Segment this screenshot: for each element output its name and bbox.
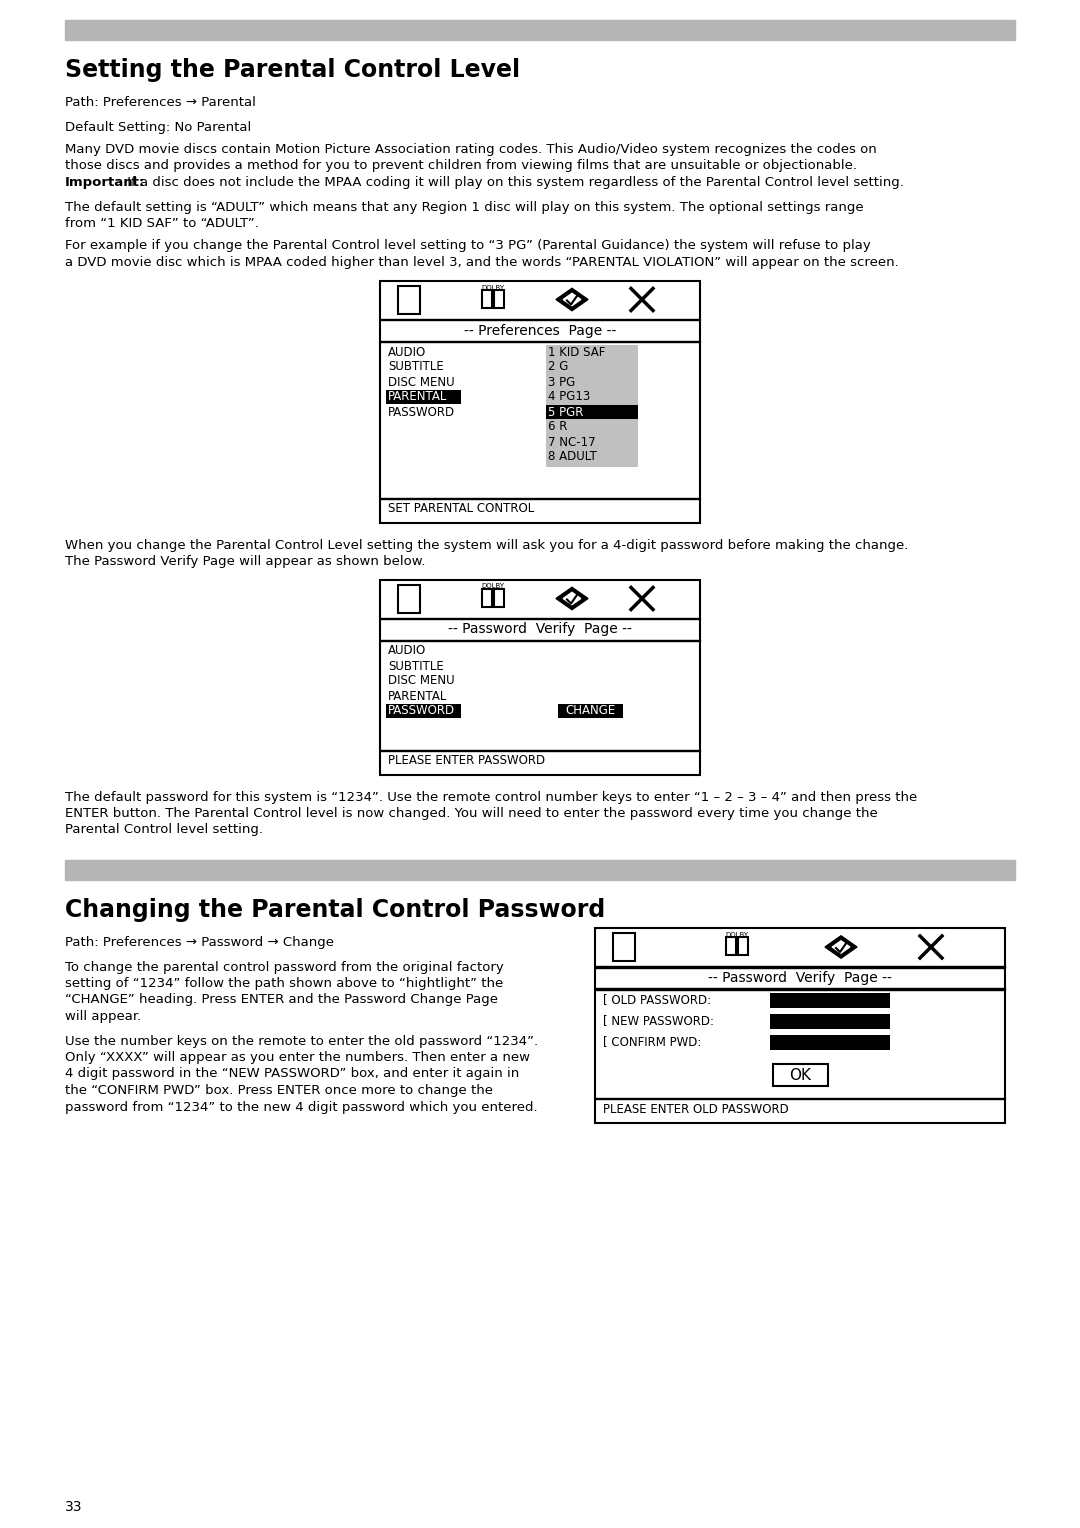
- Text: AUDIO: AUDIO: [388, 345, 427, 359]
- Polygon shape: [556, 587, 588, 610]
- Bar: [613, 934, 635, 961]
- Text: a DVD movie disc which is MPAA coded higher than level 3, and the words “PARENTA: a DVD movie disc which is MPAA coded hig…: [65, 257, 899, 269]
- Text: For example if you change the Parental Control level setting to “3 PG” (Parental: For example if you change the Parental C…: [65, 240, 870, 252]
- Text: Default Setting: No Parental: Default Setting: No Parental: [65, 121, 252, 133]
- Text: PASSWORD: PASSWORD: [388, 704, 455, 718]
- Text: To change the parental control password from the original factory: To change the parental control password …: [65, 961, 503, 973]
- Bar: [65, 20, 1015, 40]
- Polygon shape: [825, 935, 858, 958]
- Bar: [770, 993, 890, 1008]
- Text: 8 ADULT: 8 ADULT: [548, 451, 597, 463]
- Text: ENTER button. The Parental Control level is now changed. You will need to enter : ENTER button. The Parental Control level…: [65, 807, 878, 821]
- Text: 4 PG13: 4 PG13: [548, 391, 591, 403]
- Text: 1 KID SAF: 1 KID SAF: [548, 345, 606, 359]
- Text: CHANGE: CHANGE: [565, 704, 616, 718]
- Text: the “CONFIRM PWD” box. Press ENTER once more to change the: the “CONFIRM PWD” box. Press ENTER once …: [65, 1083, 492, 1097]
- Text: [ CONFIRM PWD:: [ CONFIRM PWD:: [603, 1034, 701, 1048]
- Text: PLEASE ENTER PASSWORD: PLEASE ENTER PASSWORD: [388, 755, 545, 767]
- Text: from “1 KID SAF” to “ADULT”.: from “1 KID SAF” to “ADULT”.: [65, 217, 259, 231]
- Text: Important:: Important:: [65, 176, 145, 189]
- Polygon shape: [563, 293, 581, 306]
- Polygon shape: [833, 941, 850, 953]
- Bar: [65, 860, 1015, 880]
- Text: 33: 33: [65, 1500, 82, 1514]
- Bar: [386, 390, 461, 403]
- Bar: [482, 289, 492, 307]
- Text: Changing the Parental Control Password: Changing the Parental Control Password: [65, 898, 605, 921]
- Bar: [494, 588, 504, 607]
- Bar: [773, 1063, 828, 1086]
- Text: -- Password  Verify  Page --: -- Password Verify Page --: [708, 970, 892, 986]
- Text: -- Preferences  Page --: -- Preferences Page --: [463, 324, 617, 338]
- Text: 5 PGR: 5 PGR: [548, 405, 583, 419]
- Bar: [494, 289, 504, 307]
- Text: setting of “1234” follow the path shown above to “hightlight” the: setting of “1234” follow the path shown …: [65, 976, 503, 990]
- Text: The Password Verify Page will appear as shown below.: The Password Verify Page will appear as …: [65, 555, 426, 568]
- Text: “CHANGE” heading. Press ENTER and the Password Change Page: “CHANGE” heading. Press ENTER and the Pa…: [65, 993, 498, 1007]
- Text: Only “XXXX” will appear as you enter the numbers. Then enter a new: Only “XXXX” will appear as you enter the…: [65, 1051, 530, 1063]
- Bar: [386, 703, 461, 718]
- Text: 7 NC-17: 7 NC-17: [548, 435, 596, 449]
- Bar: [595, 927, 1005, 1123]
- Text: will appear.: will appear.: [65, 1010, 141, 1024]
- Text: Path: Preferences → Parental: Path: Preferences → Parental: [65, 96, 256, 108]
- Text: DOLBY: DOLBY: [482, 584, 504, 590]
- Text: 3 PG: 3 PG: [548, 376, 576, 388]
- Text: [ NEW PASSWORD:: [ NEW PASSWORD:: [603, 1015, 714, 1027]
- Text: SUBTITLE: SUBTITLE: [388, 361, 444, 373]
- Text: PARENTAL: PARENTAL: [388, 391, 447, 403]
- Bar: [546, 344, 638, 466]
- Text: SUBTITLE: SUBTITLE: [388, 660, 444, 672]
- Text: Path: Preferences → Password → Change: Path: Preferences → Password → Change: [65, 937, 334, 949]
- Text: Setting the Parental Control Level: Setting the Parental Control Level: [65, 58, 521, 83]
- Bar: [380, 579, 700, 775]
- Text: 2 G: 2 G: [548, 361, 568, 373]
- Text: 6 R: 6 R: [548, 420, 567, 434]
- Text: When you change the Parental Control Level setting the system will ask you for a: When you change the Parental Control Lev…: [65, 538, 908, 552]
- Text: 4 digit password in the “NEW PASSWORD” box, and enter it again in: 4 digit password in the “NEW PASSWORD” b…: [65, 1068, 519, 1080]
- Bar: [770, 1034, 890, 1050]
- Text: DOLBY: DOLBY: [726, 932, 748, 938]
- Text: those discs and provides a method for you to prevent children from viewing films: those discs and provides a method for yo…: [65, 159, 858, 173]
- Text: Parental Control level setting.: Parental Control level setting.: [65, 824, 264, 836]
- Bar: [770, 1015, 890, 1028]
- Text: The default password for this system is “1234”. Use the remote control number ke: The default password for this system is …: [65, 790, 917, 804]
- Text: OK: OK: [789, 1068, 811, 1082]
- Text: [ OLD PASSWORD:: [ OLD PASSWORD:: [603, 993, 711, 1005]
- Text: password from “1234” to the new 4 digit password which you entered.: password from “1234” to the new 4 digit …: [65, 1100, 538, 1114]
- Text: Use the number keys on the remote to enter the old password “1234”.: Use the number keys on the remote to ent…: [65, 1034, 538, 1048]
- Text: -- Password  Verify  Page --: -- Password Verify Page --: [448, 622, 632, 637]
- Text: DISC MENU: DISC MENU: [388, 674, 455, 688]
- Bar: [482, 588, 492, 607]
- Text: PARENTAL: PARENTAL: [388, 689, 447, 703]
- Text: If a disc does not include the MPAA coding it will play on this system regardles: If a disc does not include the MPAA codi…: [123, 176, 904, 189]
- Text: PLEASE ENTER OLD PASSWORD: PLEASE ENTER OLD PASSWORD: [603, 1103, 788, 1115]
- Text: SET PARENTAL CONTROL: SET PARENTAL CONTROL: [388, 503, 535, 515]
- Bar: [558, 703, 623, 718]
- Bar: [399, 286, 420, 313]
- Bar: [380, 281, 700, 523]
- Text: Many DVD movie discs contain Motion Picture Association rating codes. This Audio: Many DVD movie discs contain Motion Pict…: [65, 144, 877, 156]
- Text: DOLBY: DOLBY: [482, 284, 504, 290]
- Bar: [399, 585, 420, 613]
- Polygon shape: [556, 289, 588, 310]
- Bar: [546, 405, 638, 419]
- Polygon shape: [563, 593, 581, 605]
- Text: AUDIO: AUDIO: [388, 645, 427, 657]
- Text: DISC MENU: DISC MENU: [388, 376, 455, 388]
- Bar: [738, 937, 748, 955]
- Text: The default setting is “ADULT” which means that any Region 1 disc will play on t: The default setting is “ADULT” which mea…: [65, 200, 864, 214]
- Bar: [726, 937, 735, 955]
- Text: PASSWORD: PASSWORD: [388, 405, 455, 419]
